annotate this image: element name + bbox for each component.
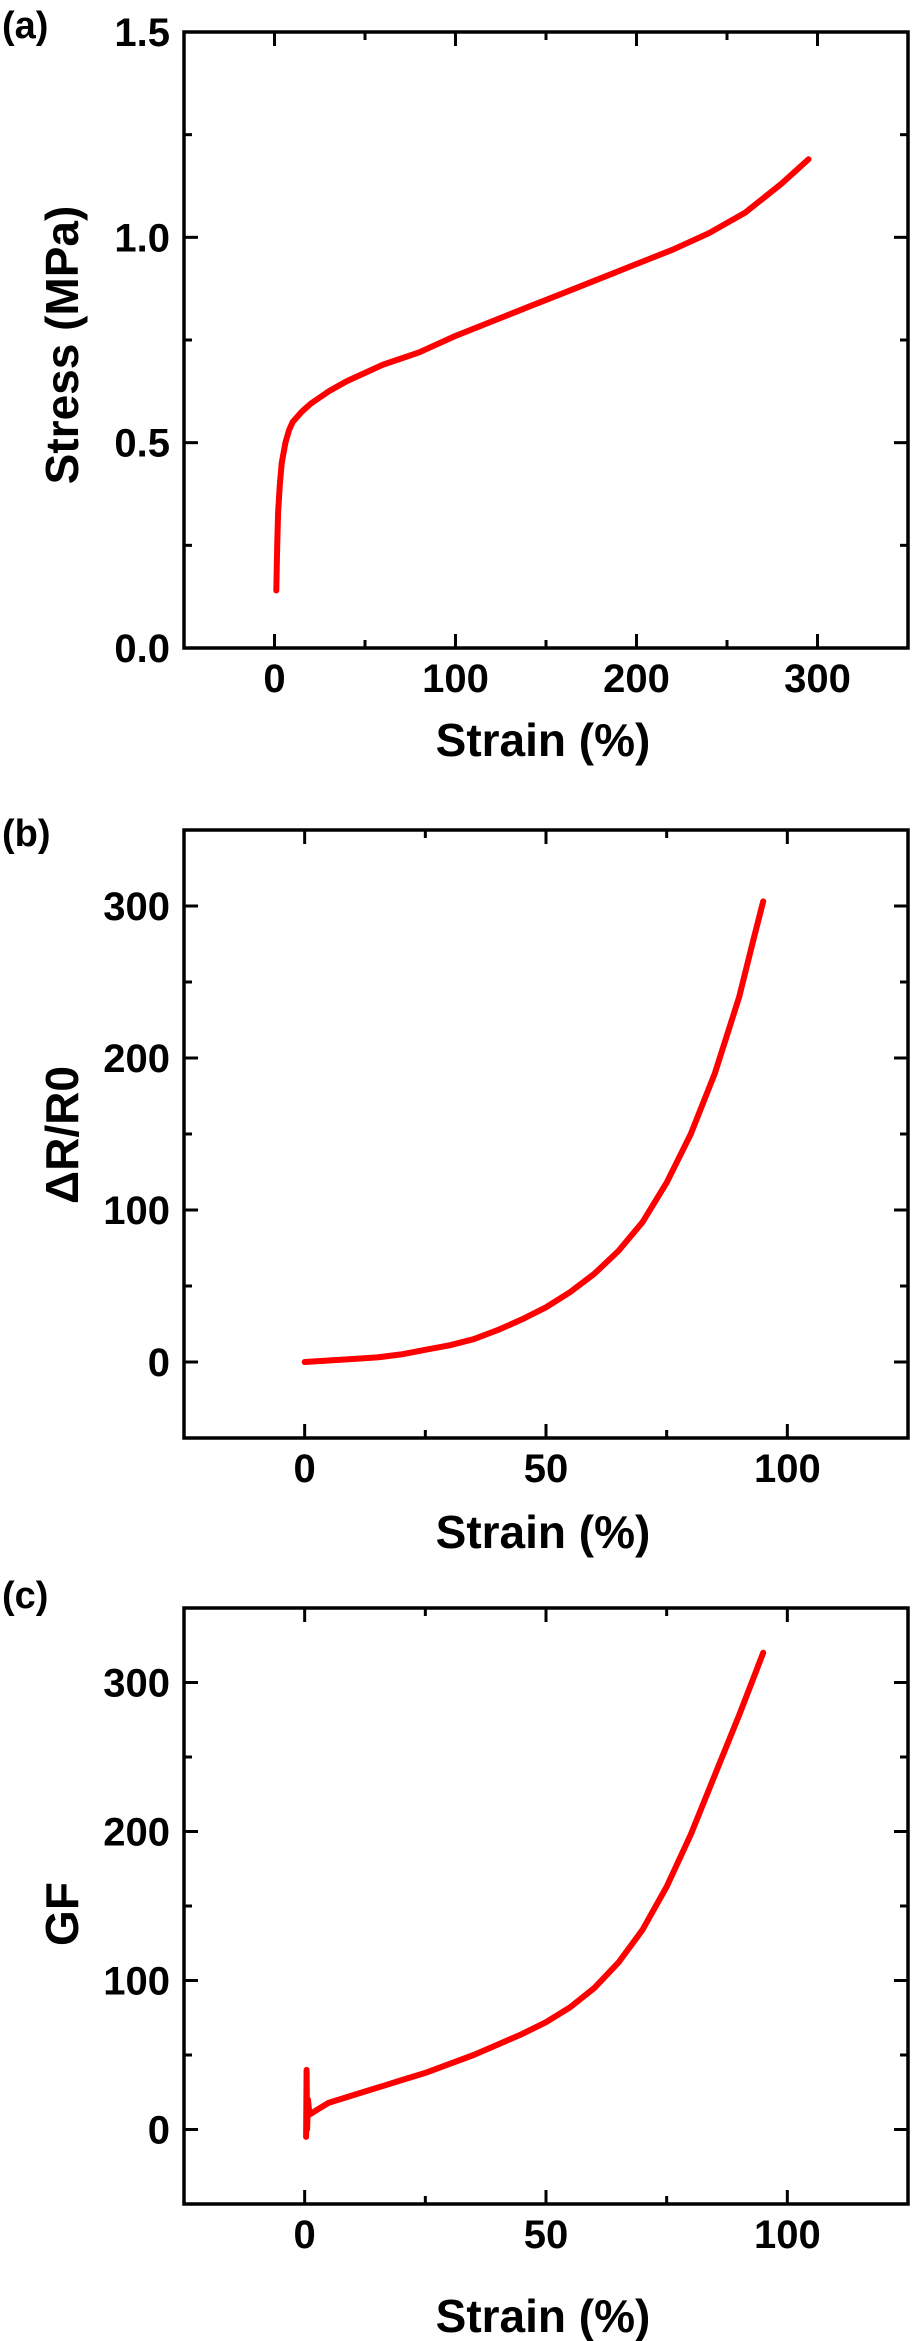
- panel-b-ytick-label: 300: [103, 885, 170, 929]
- panel-a-xtick-label: 100: [422, 657, 489, 701]
- panel-b-ytick-label: 100: [103, 1189, 170, 1233]
- panel-c-ytick-label: 100: [103, 1960, 170, 2004]
- panel-a-xtick-label: 200: [603, 657, 670, 701]
- panel-c-xtick-label: 50: [524, 2213, 569, 2257]
- panel-b: (b) Strain (%) ΔR/R0 0 50 100 0 100 200 300: [2, 813, 910, 1558]
- panel-b-xtick-label: 50: [524, 1447, 569, 1491]
- panel-a-ytick-label: 1.5: [114, 11, 170, 55]
- panel-c: (c) Strain (%) GF 0 50 100 0 100 200 300: [2, 1575, 910, 2341]
- panel-c-xlabel: Strain (%): [436, 2290, 651, 2341]
- panel-c-data-line: [303, 1649, 767, 2140]
- panel-b-ylabel: ΔR/R0: [36, 1066, 88, 1204]
- panel-c-frame: [182, 1606, 910, 2206]
- panel-a-xtick-label: 0: [263, 657, 285, 701]
- panel-a-ytick-label: 1.0: [114, 216, 170, 260]
- panel-c-label: (c): [2, 1575, 48, 1617]
- panel-a-data-line: [273, 156, 812, 594]
- panel-b-xtick-label: 100: [754, 1447, 821, 1491]
- panel-a-frame: [182, 30, 910, 650]
- panel-b-xlabel: Strain (%): [436, 1506, 651, 1558]
- panel-b-data-line: [301, 898, 767, 1365]
- panel-c-xtick-label: 100: [754, 2213, 821, 2257]
- panel-b-ytick-label: 0: [148, 1341, 170, 1385]
- panel-a-ylabel: Stress (MPa): [36, 206, 88, 485]
- panel-c-xtick-label: 0: [294, 2213, 316, 2257]
- panel-b-xtick-label: 0: [294, 1447, 316, 1491]
- panel-b-ytick-label: 200: [103, 1037, 170, 1081]
- panel-a-xtick-label: 300: [784, 657, 851, 701]
- panel-a-ytick-label: 0.5: [114, 422, 170, 466]
- panel-a-label: (a): [2, 5, 48, 47]
- panel-c-ylabel: GF: [36, 1882, 88, 1946]
- panel-a-xlabel: Strain (%): [436, 714, 651, 766]
- panel-c-ytick-label: 200: [103, 1811, 170, 1855]
- panel-b-label: (b): [2, 813, 51, 855]
- panel-b-frame: [182, 828, 910, 1440]
- panel-c-ytick-label: 0: [148, 2109, 170, 2153]
- panel-a-ytick-label: 0.0: [114, 627, 170, 671]
- panel-c-ytick-label: 300: [103, 1662, 170, 1706]
- panel-a: (a) Strain (%) Stress (MPa) 0 100 200 300 0.…: [2, 5, 910, 766]
